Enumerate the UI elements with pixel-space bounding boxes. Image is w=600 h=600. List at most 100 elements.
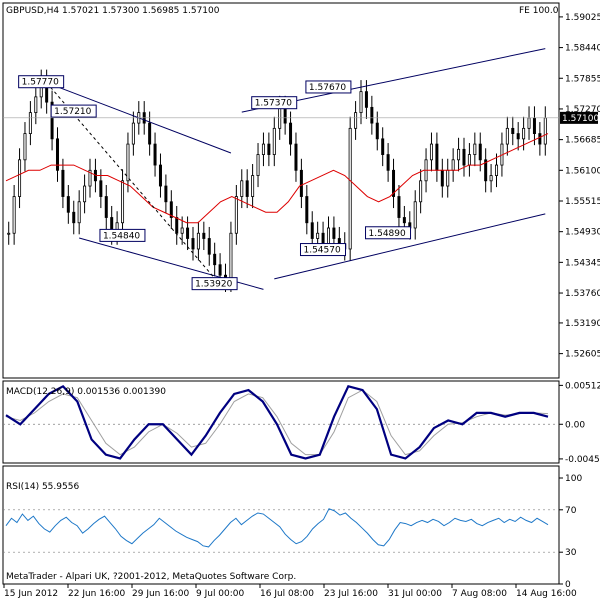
candle-body <box>261 143 265 155</box>
rsi-tick-label: 0 <box>565 580 571 590</box>
candle-body <box>505 127 509 145</box>
candle-body <box>359 91 363 114</box>
candle-body <box>370 106 374 124</box>
price-label-text: 1.57770 <box>22 78 59 88</box>
candle-body <box>50 101 54 140</box>
candle-body <box>202 232 206 239</box>
candle-body <box>66 196 70 213</box>
price-label-box <box>99 228 146 242</box>
price-label-text: 1.57370 <box>255 99 292 109</box>
price-tick-label: 1.54345 <box>565 258 600 268</box>
candle-body <box>354 112 358 129</box>
candle-body <box>164 185 168 203</box>
candle-body <box>61 169 65 197</box>
price-label-text: 1.57210 <box>54 107 91 117</box>
candle-body <box>23 133 27 161</box>
candle-body <box>495 164 499 176</box>
candle-body <box>34 96 38 114</box>
candle-body <box>186 227 190 239</box>
candle-body <box>191 238 195 250</box>
candle-body <box>326 227 330 245</box>
candle-body <box>55 138 59 171</box>
candle-body <box>538 133 542 145</box>
macd-tick-label: 0.00 <box>565 420 585 430</box>
time-tick-label: 31 Jul 00:00 <box>388 589 442 599</box>
price-tick-label: 1.56685 <box>565 136 600 146</box>
candle-body <box>375 122 379 140</box>
candle-body <box>402 217 406 224</box>
candle-body <box>207 238 211 255</box>
price-tick-label: 1.57855 <box>565 74 600 84</box>
candle-body <box>196 232 200 250</box>
rsi-tick-label: 100 <box>565 474 582 484</box>
price-label: 1.54890 <box>365 226 412 240</box>
candle-body <box>229 232 233 281</box>
macd-main-line <box>5 384 549 460</box>
rsi-panel[interactable] <box>2 465 560 585</box>
time-tick-label: 22 Jun 16:00 <box>68 589 125 599</box>
candle-body <box>148 122 152 145</box>
time-tick-label: 15 Jun 2012 <box>4 589 58 599</box>
candle-body <box>213 253 217 266</box>
price-label: 1.54570 <box>299 243 346 257</box>
price-label: 1.57210 <box>50 104 97 118</box>
price-panel[interactable] <box>2 2 560 379</box>
price-tick-label: 1.53760 <box>565 289 600 299</box>
macd-title: MACD(12,26,9) 0.001536 0.001390 <box>6 387 166 397</box>
candle-body <box>77 201 81 224</box>
price-label-box <box>18 75 65 89</box>
time-tick-label: 16 Jul 08:00 <box>260 589 314 599</box>
candle-body <box>522 127 526 140</box>
candle-body <box>511 127 515 134</box>
price-plot: 1.57770 1.57210 1.54840 1.53920 1.57370 1.576… <box>5 48 549 292</box>
candle-body <box>435 143 439 171</box>
channel-line <box>274 213 546 280</box>
candle-body <box>397 196 401 218</box>
candle-body <box>462 148 466 166</box>
candle-body <box>413 201 417 229</box>
candle-body <box>251 175 255 197</box>
time-tick-label: 29 Jun 16:00 <box>132 589 189 599</box>
time-tick-label: 9 Jul 00:00 <box>196 589 245 599</box>
time-tick-label: 7 Aug 08:00 <box>452 589 507 599</box>
price-tick-label: 1.56100 <box>565 166 600 176</box>
candle-body <box>381 138 385 155</box>
price-label-text: 1.54570 <box>303 246 340 256</box>
macd-plot <box>3 384 559 460</box>
candle-body <box>126 143 130 182</box>
candle-body <box>153 143 157 166</box>
price-tick-label: 1.57270 <box>565 105 600 115</box>
candle-body <box>218 264 222 276</box>
candle-body <box>267 143 271 155</box>
candle-body <box>440 169 444 187</box>
price-tick-label: 1.58440 <box>565 44 600 54</box>
price-label-box <box>365 226 412 240</box>
candle-body <box>299 169 303 197</box>
candle-body <box>543 117 547 145</box>
candle-body <box>131 122 135 145</box>
candle-body <box>294 143 298 171</box>
candle-body <box>348 127 352 250</box>
rsi-tick-label: 30 <box>565 548 577 558</box>
axes: 1.59025 1.58440 1.57855 1.57270 1.56685 1.561… <box>3 13 600 599</box>
candle-body <box>386 154 390 171</box>
price-label-text: 1.53920 <box>195 280 232 290</box>
price-label-box <box>50 104 97 118</box>
moving-average-line <box>5 133 549 224</box>
candle-body <box>321 232 325 245</box>
candle-body <box>489 175 493 182</box>
price-label: 1.57370 <box>251 96 298 110</box>
candle-body <box>467 154 471 166</box>
price-label-text: 1.54840 <box>103 231 140 241</box>
price-label-box <box>305 80 352 94</box>
rsi-plot <box>3 508 559 553</box>
candle-body <box>256 154 260 176</box>
current-price-text: 1.57100 <box>562 114 599 124</box>
candle-body <box>484 159 488 182</box>
candle-body <box>240 180 244 197</box>
candle-body <box>457 148 461 161</box>
price-label-text: 1.57670 <box>309 83 346 93</box>
rsi-title: RSI(14) 55.9556 <box>6 482 79 492</box>
